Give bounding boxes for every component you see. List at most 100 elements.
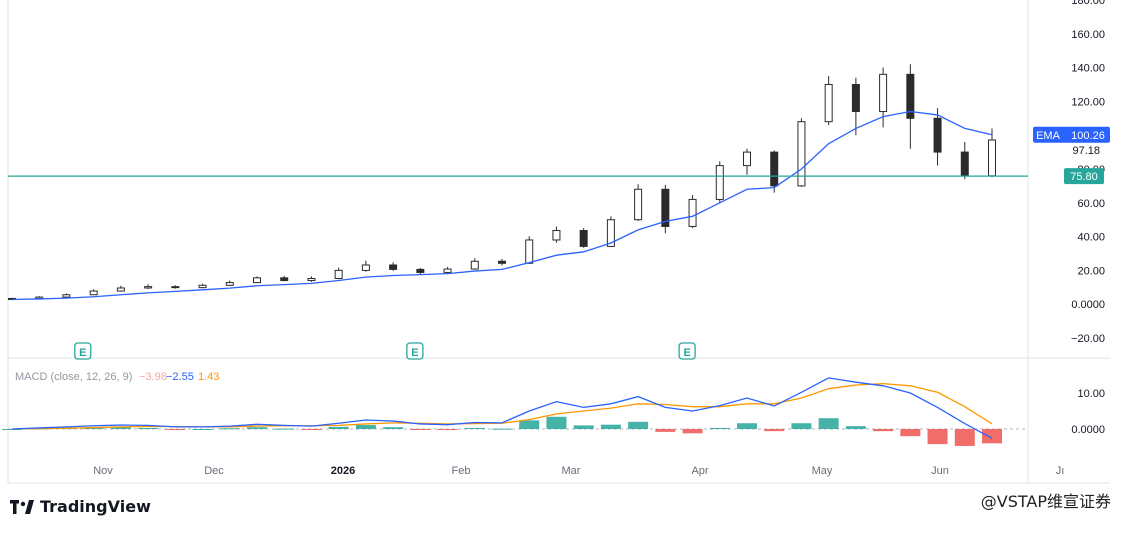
- macd-line: [11, 377, 993, 439]
- candle-body: [770, 151, 779, 187]
- candle-body: [525, 239, 534, 264]
- x-tick-label: Nov: [93, 465, 113, 477]
- horizontal-line-value: 75.80: [1070, 171, 1098, 183]
- candle-body: [307, 278, 316, 282]
- y-tick-label: 20.00: [1077, 265, 1105, 277]
- x-tick-label: 2026: [331, 465, 355, 477]
- x-tick-label: Jun: [931, 465, 949, 477]
- x-tick-label: Apr: [691, 465, 708, 477]
- x-tick-label: May: [812, 465, 833, 477]
- earnings-marker-label: E: [79, 347, 86, 359]
- macd-histogram-bar: [546, 416, 567, 429]
- macd-histogram-bar: [192, 429, 213, 430]
- candle-body: [62, 294, 71, 298]
- earnings-marker-label: E: [683, 347, 690, 359]
- candle-body: [579, 230, 588, 247]
- earnings-marker-icon: [678, 342, 696, 360]
- macd-histogram-bar: [927, 429, 948, 445]
- candle-body: [634, 188, 643, 221]
- macd-histogram-bar: [2, 429, 22, 430]
- macd-histogram-bar: [845, 426, 866, 429]
- candle-body: [498, 260, 506, 264]
- watermark: @VSTAP维宣证券: [980, 492, 1111, 511]
- candle-body: [879, 73, 888, 113]
- macd-histogram-bar: [709, 427, 730, 429]
- macd-histogram-bar: [818, 418, 839, 429]
- macd-histogram-bar: [900, 429, 921, 437]
- candle-body: [361, 264, 370, 271]
- x-tick-label: Feb: [452, 465, 471, 477]
- y-tick-label: 160.00: [1071, 29, 1105, 41]
- macd-legend-label: MACD (close, 12, 26, 9): [15, 371, 132, 383]
- macd-histogram-bar: [655, 429, 676, 432]
- tradingview-brand: TradingView: [10, 497, 151, 516]
- macd-histogram-bar: [737, 423, 757, 429]
- macd-histogram-bar: [138, 427, 159, 429]
- y-tick-label: 140.00: [1071, 63, 1105, 75]
- candle-body: [552, 230, 561, 241]
- macd-histogram-bar: [355, 425, 376, 429]
- macd-y-tick-label: 0.0000: [1071, 424, 1105, 436]
- y-tick-label: 60.00: [1077, 198, 1105, 210]
- macd-histogram-bar: [464, 427, 485, 429]
- candle-body: [443, 268, 452, 273]
- ema-badge-value: 100.26: [1071, 130, 1105, 142]
- candle-body: [253, 277, 261, 284]
- macd-histogram-bar: [110, 427, 131, 429]
- macd-histogram-bar: [519, 420, 540, 429]
- candle-body: [89, 290, 98, 296]
- candle-body: [824, 84, 833, 123]
- macd-histogram-bar: [301, 429, 322, 430]
- macd-histogram-bar: [600, 424, 621, 429]
- x-tick-label: Jı: [1056, 465, 1065, 477]
- macd-histogram-bar: [492, 428, 512, 430]
- candle-body: [661, 188, 670, 227]
- x-tick-label: Mar: [562, 465, 581, 477]
- macd-histogram-bar: [437, 429, 458, 430]
- macd-y-tick-label: 10.00: [1077, 388, 1105, 400]
- candle-body: [960, 151, 969, 177]
- candle-body: [606, 219, 615, 247]
- candle-body: [797, 121, 806, 187]
- horizontal-line-badge: [1064, 168, 1104, 185]
- candle-body: [144, 286, 153, 289]
- candle-body: [334, 269, 343, 280]
- candle-body: [416, 268, 425, 273]
- candle-body: [743, 151, 751, 167]
- y-tick-label: 0.0000: [1071, 299, 1105, 311]
- macd-histogram-bar: [791, 423, 812, 429]
- candle-body: [389, 264, 398, 270]
- candle-body: [688, 198, 697, 227]
- candle-body: [988, 139, 996, 177]
- macd-histogram-bar: [165, 429, 186, 430]
- candle-body: [280, 277, 289, 282]
- earnings-marker-label: E: [411, 347, 418, 359]
- candle-body: [851, 84, 860, 113]
- macd-histogram-bar: [682, 429, 703, 434]
- tradingview-logo-icon: [10, 499, 34, 514]
- brand-name: TradingView: [40, 497, 151, 516]
- macd-histogram-bar: [764, 429, 785, 432]
- x-tick-label: Dec: [204, 465, 224, 477]
- macd-legend-macd: −2.55: [166, 371, 194, 383]
- y-tick-label: 180.00: [1071, 0, 1105, 7]
- y-tick-label: 40.00: [1077, 232, 1105, 244]
- y-tick-label: 120.00: [1071, 96, 1105, 108]
- macd-legend-signal: 1.43: [198, 371, 219, 383]
- macd-histogram-bar: [410, 429, 431, 430]
- y-tick-label: −20.00: [1071, 333, 1105, 345]
- candle-body: [171, 286, 180, 289]
- ema-badge-name: EMA: [1036, 130, 1061, 142]
- macd-histogram-bar: [219, 428, 240, 430]
- candle-body: [933, 117, 942, 153]
- macd-histogram-bar: [573, 425, 594, 429]
- macd-histogram-bar: [982, 429, 1002, 444]
- candle-body: [470, 260, 479, 270]
- candle-body: [198, 284, 207, 289]
- earnings-marker-icon: [74, 342, 92, 360]
- macd-histogram-bar: [328, 426, 349, 429]
- candle-body: [906, 73, 915, 119]
- macd-histogram-bar: [247, 427, 267, 429]
- earnings-marker-icon: [406, 342, 424, 360]
